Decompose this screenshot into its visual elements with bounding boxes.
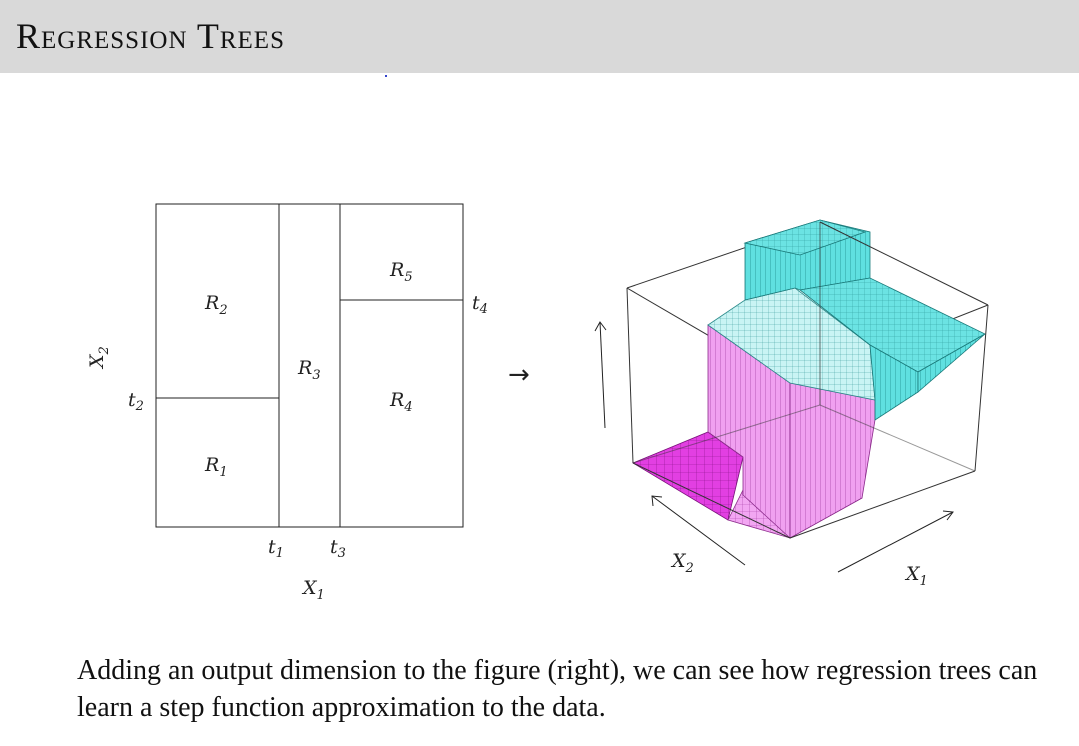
region-r5-top (743, 219, 867, 256)
y-axis-arrowhead (594, 321, 607, 332)
x1-axis-arrow (837, 511, 954, 573)
region-label-r2: R2 (204, 292, 228, 318)
y-axis-arrow (599, 321, 606, 429)
box-edge (789, 470, 976, 539)
partition-frame (155, 203, 464, 528)
x2-axis-label: X2 (86, 346, 112, 370)
threshold-label-t1: t1 (268, 536, 284, 561)
stray-dot (385, 75, 387, 77)
threshold-label-t4: t4 (472, 292, 488, 317)
threshold-label-t3: t3 (330, 536, 346, 561)
slide-caption: Adding an output dimension to the figure… (77, 655, 1038, 723)
x1-axis-arrowhead (942, 510, 954, 521)
box-edge (632, 462, 791, 539)
surface-x1-label: X1 (904, 563, 928, 589)
region-label-r3: R3 (297, 357, 321, 383)
box-edge (819, 221, 989, 306)
x2-axis-arrow (651, 495, 746, 566)
right-arrow-icon: → (508, 360, 530, 390)
x2-axis-arrowhead (651, 495, 663, 507)
surface-x2-label: X2 (670, 550, 694, 576)
region-label-r5: R5 (389, 259, 413, 285)
box-edge (626, 287, 634, 464)
region-r4-wall (789, 382, 876, 539)
box-edge (819, 404, 976, 472)
step-surface: X2 X1 (594, 219, 989, 589)
x1-axis-label: X1 (301, 577, 325, 603)
region-step-edge (917, 333, 986, 393)
box-edge (632, 404, 821, 464)
title-bar: Regression Trees (0, 0, 1079, 73)
threshold-label-t2: t2 (128, 389, 144, 414)
box-edge (974, 304, 989, 472)
region-step-wall (869, 344, 919, 421)
region-label-r1: R1 (204, 454, 228, 480)
region-label-r4: R4 (389, 389, 413, 415)
partition-diagram (155, 203, 464, 528)
slide-title: Regression Trees (16, 16, 285, 56)
